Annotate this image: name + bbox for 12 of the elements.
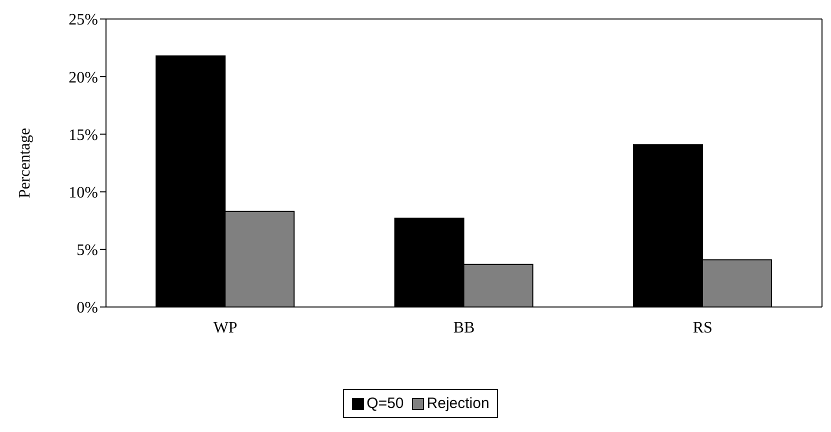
y-tick-label: 10% [68,184,98,202]
y-tick-label: 15% [68,126,98,144]
y-axis-title: Percentage [16,128,34,198]
y-tick-label: 20% [68,69,98,86]
x-tick-label: BB [453,319,475,336]
y-tick-label: 5% [76,242,98,260]
legend-label: Q=50 [366,395,404,412]
legend-label: Rejection [426,395,490,412]
x-tick-label: RS [692,319,712,336]
y-tick-label: 25% [68,12,98,29]
x-tick-label: WP [213,319,238,336]
y-tick-label: 0% [76,300,98,317]
